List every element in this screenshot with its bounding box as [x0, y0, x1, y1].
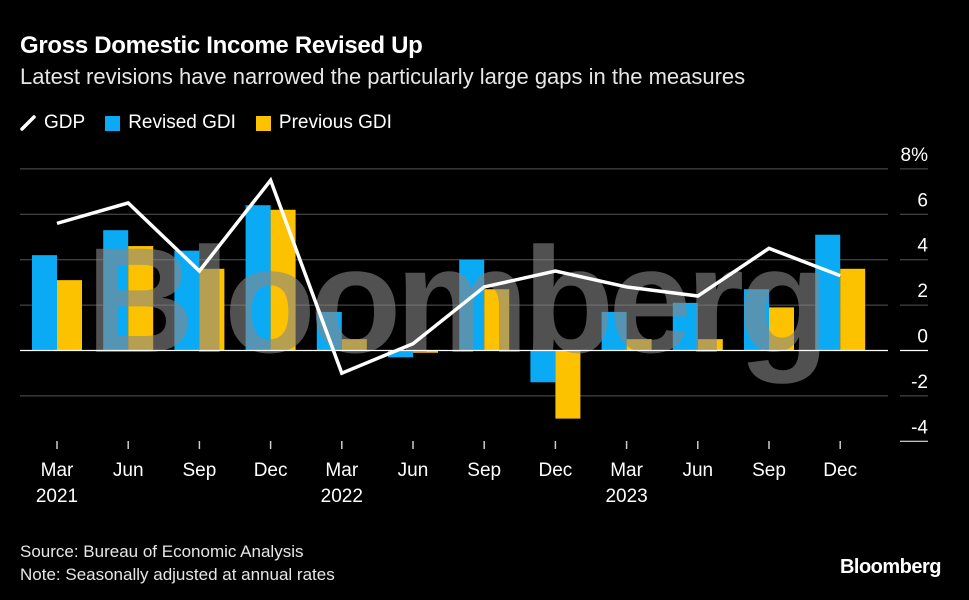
footnote: Note: Seasonally adjusted at annual rate…	[20, 565, 335, 584]
bar-previous-gdi	[555, 350, 581, 419]
chart-title: Gross Domestic Income Revised Up	[20, 32, 423, 59]
bar-revised-gdi	[744, 289, 769, 351]
bloomberg-logo: Bloomberg	[839, 556, 942, 578]
bar-previous-gdi	[413, 350, 438, 353]
y-tick-label: 0	[917, 327, 928, 348]
bar-revised-gdi	[103, 230, 129, 351]
y-tick-label: 4	[917, 236, 928, 257]
legend-label: Revised GDI	[128, 112, 236, 133]
x-tick-label: Mar	[41, 460, 74, 481]
x-tick-label: Jun	[682, 460, 713, 481]
bar-revised-gdi	[388, 350, 413, 358]
bar-previous-gdi	[484, 289, 510, 351]
bar-previous-gdi	[769, 307, 794, 351]
x-tick-label: Dec	[539, 460, 573, 481]
source-note: Source: Bureau of Economic Analysis	[20, 542, 304, 561]
y-tick-label: 8%	[901, 145, 929, 166]
legend-label: Previous GDI	[278, 112, 392, 133]
bar-previous-gdi	[626, 339, 652, 351]
x-tick-label: Jun	[398, 460, 429, 481]
line-swatch-icon	[20, 115, 36, 131]
bar-revised-gdi	[815, 234, 841, 351]
bar-previous-gdi	[697, 339, 723, 351]
legend-item-gdp: GDP	[20, 112, 85, 134]
blue-swatch-icon	[105, 115, 121, 131]
gdp-line	[56, 176, 841, 376]
bar-previous-gdi	[341, 339, 367, 351]
bar-revised-gdi	[32, 255, 57, 351]
bar-revised-gdi	[530, 350, 556, 383]
legend-label: GDP	[44, 112, 86, 133]
x-tick-label: Dec	[254, 460, 288, 481]
y-tick-label: 6	[917, 190, 928, 211]
bar-previous-gdi	[199, 268, 225, 351]
y-tick-label: -4	[911, 417, 928, 438]
chart-subtitle: Latest revisions have narrowed the parti…	[20, 64, 746, 89]
x-tick-label: Mar	[610, 460, 643, 481]
y-tick-label: -2	[911, 372, 928, 393]
x-year-label: 2022	[321, 486, 363, 507]
legend-item-revised-gdi: Revised GDI	[105, 112, 236, 134]
watermark: Bloomberg	[86, 216, 824, 384]
x-tick-label: Jun	[113, 460, 144, 481]
bar-revised-gdi	[672, 302, 698, 351]
bar-previous-gdi	[840, 268, 866, 351]
bar-previous-gdi	[128, 246, 154, 351]
x-tick-label: Sep	[182, 460, 216, 481]
bar-previous-gdi	[57, 280, 82, 351]
x-year-label: 2023	[605, 486, 647, 507]
x-tick-label: Mar	[325, 460, 358, 481]
x-tick-label: Sep	[752, 460, 786, 481]
legend: GDP Revised GDI Previous GDI	[20, 112, 406, 134]
x-year-label: 2021	[36, 486, 78, 507]
x-tick-label: Sep	[467, 460, 501, 481]
bar-revised-gdi	[601, 311, 627, 351]
yellow-swatch-icon	[255, 115, 271, 131]
legend-item-previous-gdi: Previous GDI	[255, 112, 392, 134]
y-tick-label: 2	[917, 281, 928, 302]
footer: Source: Bureau of Economic Analysis Note…	[20, 540, 335, 586]
bar-revised-gdi	[245, 205, 271, 351]
x-tick-label: Dec	[823, 460, 857, 481]
